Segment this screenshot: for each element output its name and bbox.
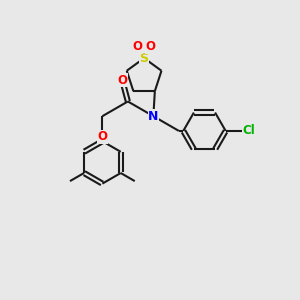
Text: S: S <box>140 52 148 64</box>
Text: O: O <box>146 40 156 53</box>
Text: O: O <box>98 130 107 143</box>
Text: N: N <box>148 110 159 123</box>
Text: O: O <box>117 74 127 87</box>
Text: Cl: Cl <box>242 124 255 137</box>
Text: O: O <box>133 40 142 53</box>
